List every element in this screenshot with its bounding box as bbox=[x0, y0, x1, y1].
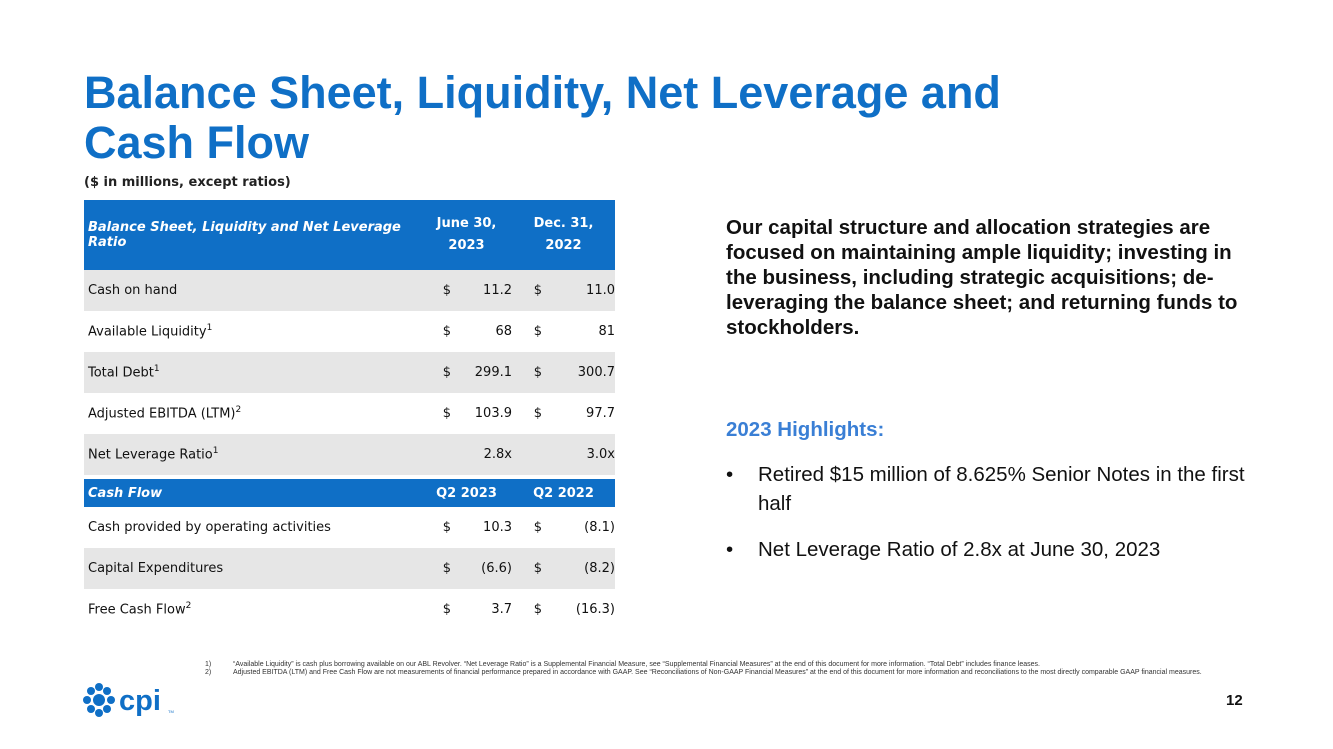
value-col2: 81 bbox=[598, 324, 615, 339]
highlights-title: 2023 Highlights: bbox=[726, 418, 885, 441]
value-col2: 97.7 bbox=[586, 406, 615, 421]
currency-symbol: $ bbox=[421, 270, 451, 311]
value-col2: 3.0x bbox=[542, 434, 615, 475]
row-label: Net Leverage Ratio1 bbox=[84, 434, 421, 475]
row-label: Cash provided by operating activities bbox=[88, 520, 331, 535]
units-note: ($ in millions, except ratios) bbox=[84, 175, 291, 190]
value-col1: 299.1 bbox=[451, 352, 512, 393]
row-label: Capital Expenditures bbox=[84, 548, 421, 589]
value-col1: 68 bbox=[495, 324, 512, 339]
footnote-number: 2) bbox=[205, 669, 212, 676]
table-row: Total Debt1 $299.1 $300.7 bbox=[84, 352, 615, 393]
value-col2: (16.3) bbox=[575, 602, 615, 617]
separator-cell bbox=[84, 475, 615, 479]
row-label: Adjusted EBITDA (LTM)2 bbox=[88, 405, 242, 422]
column-header-q2-2023: Q2 2023 bbox=[421, 479, 512, 507]
table-row: Free Cash Flow2 $3.7 $ (16.3) bbox=[84, 589, 615, 630]
value-col2: 300.7 bbox=[542, 352, 615, 393]
footnote-text: Adjusted EBITDA (LTM) and Free Cash Flow… bbox=[233, 669, 1202, 676]
highlights-list: • Retired $15 million of 8.625% Senior N… bbox=[726, 460, 1256, 581]
currency-symbol: $ bbox=[442, 520, 451, 535]
footnote-ref: 2 bbox=[185, 601, 192, 612]
column-header-dec-2022: Dec. 31, 2022 bbox=[512, 200, 615, 270]
page-title: Balance Sheet, Liquidity, Net Leverage a… bbox=[84, 67, 1001, 168]
footnote-ref: 2 bbox=[235, 405, 242, 416]
value-col1: 103.9 bbox=[474, 406, 512, 421]
currency-symbol: $ bbox=[442, 406, 451, 421]
currency-symbol: $ bbox=[533, 520, 542, 535]
cash-flow-header-row: Cash Flow Q2 2023 Q2 2022 bbox=[84, 479, 615, 507]
bullet-icon: • bbox=[726, 463, 734, 486]
footnote-ref: 1 bbox=[212, 446, 219, 457]
highlight-item: • Retired $15 million of 8.625% Senior N… bbox=[726, 460, 1256, 518]
cpi-logo-mark-icon bbox=[83, 683, 115, 717]
table-header-label: Balance Sheet, Liquidity and Net Leverag… bbox=[84, 200, 421, 270]
column-header-june-2023: June 30, 2023 bbox=[421, 200, 512, 270]
row-label: Free Cash Flow2 bbox=[88, 601, 192, 618]
value-col1: (6.6) bbox=[451, 548, 512, 589]
cash-flow-header-label: Cash Flow bbox=[84, 479, 421, 507]
table-row: Capital Expenditures $ (6.6) $ (8.2) bbox=[84, 548, 615, 589]
value-col1: 3.7 bbox=[491, 602, 512, 617]
value-col1: 11.2 bbox=[451, 270, 512, 311]
logo-wordmark: cpi bbox=[119, 685, 161, 717]
currency-symbol: $ bbox=[421, 352, 451, 393]
logo-trademark: TM bbox=[168, 709, 174, 714]
table-row: Cash on hand $11.2 $11.0 bbox=[84, 270, 615, 311]
financial-table: Balance Sheet, Liquidity and Net Leverag… bbox=[84, 200, 615, 630]
table-header-row: Balance Sheet, Liquidity and Net Leverag… bbox=[84, 200, 615, 270]
capital-strategy-text: Our capital structure and allocation str… bbox=[726, 216, 1238, 339]
column-header-dec-2022-text: Dec. 31, 2022 bbox=[533, 216, 594, 253]
row-label: Available Liquidity1 bbox=[88, 323, 213, 340]
currency-symbol: $ bbox=[512, 352, 542, 393]
currency-symbol bbox=[512, 434, 542, 475]
currency-symbol: $ bbox=[421, 548, 451, 589]
footnotes: 1) “Available Liquidity” is cash plus bo… bbox=[205, 661, 1225, 677]
footnote: 1) “Available Liquidity” is cash plus bo… bbox=[205, 661, 1225, 669]
value-col1: 2.8x bbox=[451, 434, 512, 475]
bullet-icon: • bbox=[726, 538, 734, 561]
page-number: 12 bbox=[1226, 692, 1243, 709]
currency-symbol: $ bbox=[533, 324, 542, 339]
footnote-number: 1) bbox=[205, 661, 212, 668]
currency-symbol: $ bbox=[442, 324, 451, 339]
table-row: Net Leverage Ratio1 2.8x 3.0x bbox=[84, 434, 615, 475]
currency-symbol: $ bbox=[512, 270, 542, 311]
currency-symbol bbox=[421, 434, 451, 475]
table-row: Cash provided by operating activities $10… bbox=[84, 507, 615, 548]
row-label: Total Debt1 bbox=[84, 352, 421, 393]
table-row: Available Liquidity1 $68 $81 bbox=[84, 311, 615, 352]
currency-symbol: $ bbox=[512, 548, 542, 589]
currency-symbol: $ bbox=[442, 602, 451, 617]
value-col1: 10.3 bbox=[483, 520, 512, 535]
footnote: 2) Adjusted EBITDA (LTM) and Free Cash F… bbox=[205, 669, 1225, 677]
cpi-logo: cpi TM bbox=[83, 683, 174, 717]
highlight-text: Net Leverage Ratio of 2.8x at June 30, 2… bbox=[758, 538, 1161, 561]
column-header-june-2023-text: June 30, 2023 bbox=[436, 216, 497, 253]
footnote-text: “Available Liquidity” is cash plus borro… bbox=[233, 661, 1040, 668]
currency-symbol: $ bbox=[533, 602, 542, 617]
footnote-ref: 1 bbox=[206, 323, 213, 334]
value-col2: (8.1) bbox=[584, 520, 615, 535]
row-label: Cash on hand bbox=[84, 270, 421, 311]
footnote-ref: 1 bbox=[153, 364, 160, 375]
value-col2: 11.0 bbox=[542, 270, 615, 311]
value-col2: (8.2) bbox=[542, 548, 615, 589]
table-row: Adjusted EBITDA (LTM)2 $103.9 $97.7 bbox=[84, 393, 615, 434]
currency-symbol: $ bbox=[533, 406, 542, 421]
column-header-q2-2022: Q2 2022 bbox=[512, 479, 615, 507]
row-separator bbox=[84, 475, 615, 479]
highlight-text: Retired $15 million of 8.625% Senior Not… bbox=[758, 463, 1245, 515]
highlight-item: • Net Leverage Ratio of 2.8x at June 30,… bbox=[726, 535, 1256, 564]
